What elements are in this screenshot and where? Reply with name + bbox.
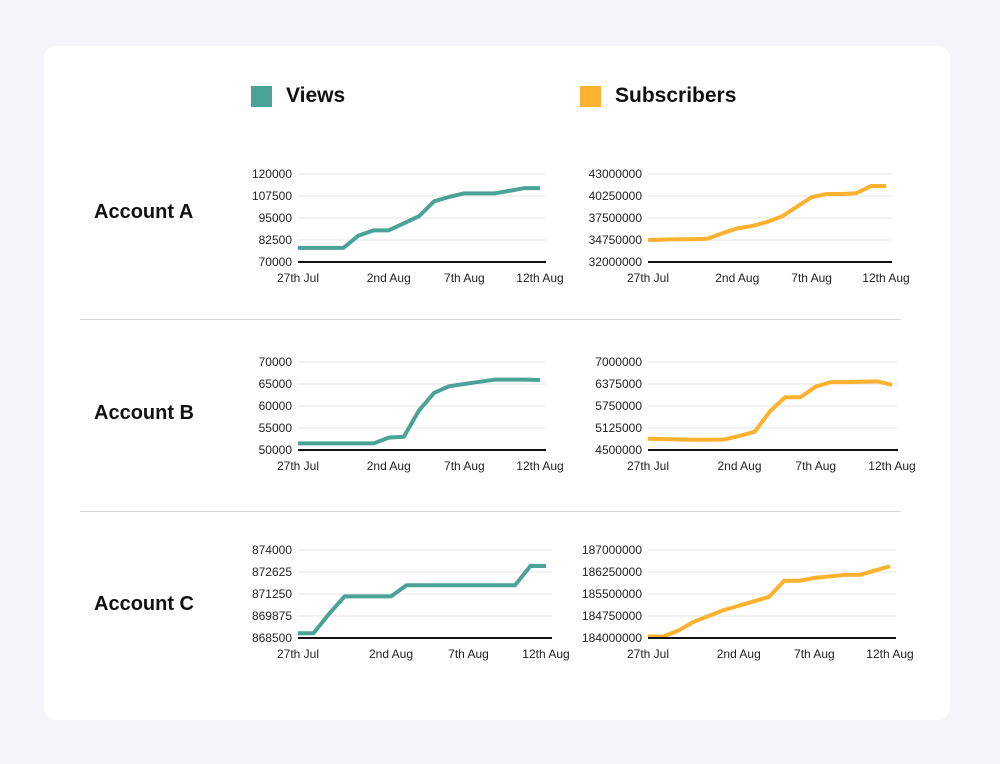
y-tick-label: 869875 [252, 609, 292, 623]
line-chart: 4500000 5125000 5750000 6375000 7000000 27th … [595, 355, 915, 473]
x-tick-label: 7th Aug [791, 271, 832, 285]
x-tick-label: 12th Aug [522, 647, 569, 661]
y-tick-label: 50000 [259, 443, 293, 457]
x-tick-label: 27th Jul [627, 459, 669, 473]
y-tick-label: 60000 [259, 399, 293, 413]
x-tick-label: 12th Aug [516, 459, 563, 473]
series-line [648, 564, 891, 639]
y-tick-label: 186250000 [582, 565, 642, 579]
x-tick-label: 27th Jul [277, 271, 319, 285]
series-line [298, 564, 546, 636]
y-tick-label: 70000 [259, 255, 293, 269]
x-tick-label: 27th Jul [627, 271, 669, 285]
y-tick-label: 82500 [259, 233, 293, 247]
dashboard-card [44, 46, 950, 720]
x-tick-label: 2nd Aug [717, 459, 761, 473]
x-tick-label: 12th Aug [868, 459, 915, 473]
x-tick-label: 2nd Aug [367, 459, 411, 473]
line-chart: 70000 82500 95000 107500 120000 27th Jul 2nd A… [252, 167, 564, 285]
y-tick-label: 185500000 [582, 587, 642, 601]
y-tick-label: 5125000 [595, 421, 642, 435]
y-tick-label: 120000 [252, 167, 292, 181]
x-tick-label: 27th Jul [277, 459, 319, 473]
y-tick-label: 187000000 [582, 543, 642, 557]
x-tick-label: 12th Aug [516, 271, 563, 285]
y-tick-label: 34750000 [589, 233, 643, 247]
y-tick-label: 95000 [259, 211, 293, 225]
row-label-account-b: Account B [94, 402, 194, 424]
line-chart: 32000000 34750000 37500000 40250000 43000000… [589, 167, 910, 285]
y-tick-label: 5750000 [595, 399, 642, 413]
y-tick-label: 37500000 [589, 211, 643, 225]
views-swatch [251, 85, 272, 107]
legend-label: Subscribers [615, 84, 737, 107]
subscribers-swatch [580, 85, 601, 107]
y-tick-label: 184750000 [582, 609, 642, 623]
x-tick-label: 12th Aug [862, 271, 909, 285]
y-tick-label: 184000000 [582, 631, 642, 645]
x-tick-label: 27th Jul [627, 647, 669, 661]
row-divider [80, 319, 901, 320]
line-chart: 50000 55000 60000 65000 70000 27th Jul 2nd Aug… [259, 355, 564, 473]
y-tick-label: 4500000 [595, 443, 642, 457]
y-tick-label: 872625 [252, 565, 292, 579]
y-tick-label: 55000 [259, 421, 293, 435]
series-line [647, 184, 886, 242]
x-tick-label: 7th Aug [444, 271, 485, 285]
x-tick-label: 2nd Aug [715, 271, 759, 285]
y-tick-label: 40250000 [589, 189, 643, 203]
x-tick-label: 27th Jul [277, 647, 319, 661]
y-tick-label: 32000000 [589, 255, 643, 269]
row-divider [80, 511, 901, 512]
series-line [647, 379, 893, 442]
x-tick-label: 7th Aug [448, 647, 489, 661]
x-tick-label: 2nd Aug [369, 647, 413, 661]
legend-subscribers: Subscribers [580, 84, 736, 108]
x-tick-label: 7th Aug [444, 459, 485, 473]
y-tick-label: 107500 [252, 189, 292, 203]
y-tick-label: 874000 [252, 543, 292, 557]
legend-views: Views [251, 84, 345, 108]
y-tick-label: 7000000 [595, 355, 642, 369]
legend-label: Views [286, 84, 346, 107]
row-label-account-c: Account C [94, 593, 194, 615]
y-tick-label: 868500 [252, 631, 292, 645]
y-tick-label: 65000 [259, 377, 293, 391]
y-tick-label: 6375000 [595, 377, 642, 391]
y-tick-label: 70000 [259, 355, 293, 369]
row-label-account-a: Account A [94, 201, 194, 223]
line-chart: 868500 869875 871250 872625 874000 27th Jul 2n… [252, 543, 570, 661]
x-tick-label: 7th Aug [794, 647, 835, 661]
x-tick-label: 2nd Aug [367, 271, 411, 285]
y-tick-label: 871250 [252, 587, 292, 601]
x-tick-label: 7th Aug [795, 459, 836, 473]
y-tick-label: 43000000 [589, 167, 643, 181]
line-chart: 184000000 184750000 185500000 186250000 1870… [582, 543, 914, 661]
x-tick-label: 2nd Aug [717, 647, 761, 661]
x-tick-label: 12th Aug [866, 647, 913, 661]
series-line [298, 377, 541, 446]
